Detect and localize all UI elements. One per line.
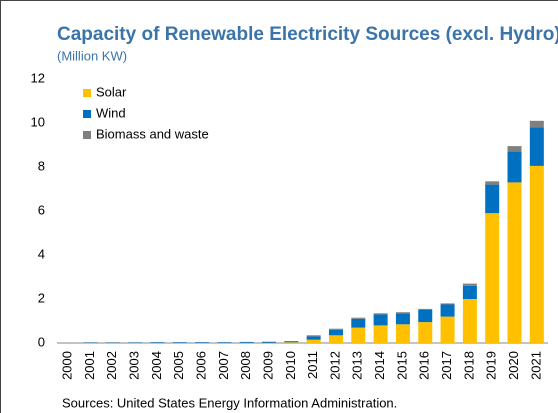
bar-segment bbox=[485, 184, 500, 214]
source-note: Sources: United States Energy Informatio… bbox=[62, 395, 397, 410]
bar-segment bbox=[395, 312, 410, 314]
x-tick-label: 2017 bbox=[439, 351, 454, 380]
bar-segment bbox=[239, 342, 254, 343]
bar-segment bbox=[373, 313, 388, 315]
x-tick-label: 2010 bbox=[283, 351, 298, 380]
bar-segment bbox=[395, 313, 410, 325]
x-tick-label: 2016 bbox=[417, 351, 432, 380]
x-tick-label: 2015 bbox=[394, 351, 409, 380]
x-tick-label: 2021 bbox=[528, 351, 543, 380]
y-tick-label: 10 bbox=[31, 114, 45, 129]
x-tick-label: 2001 bbox=[82, 351, 97, 380]
chart-subtitle: (Million KW) bbox=[57, 48, 127, 63]
bar-segment bbox=[328, 335, 343, 343]
bar-segment bbox=[462, 285, 477, 299]
bar-segment bbox=[462, 283, 477, 286]
x-tick-label: 2000 bbox=[60, 351, 75, 380]
x-tick-label: 2012 bbox=[327, 351, 342, 380]
bar-segment bbox=[529, 127, 544, 166]
bar-segment bbox=[418, 308, 433, 310]
x-tick-label: 2005 bbox=[171, 351, 186, 380]
x-tick-label: 2009 bbox=[260, 351, 275, 380]
bar-segment bbox=[172, 342, 187, 343]
x-tick-label: 2004 bbox=[149, 351, 164, 380]
bar-segment bbox=[373, 314, 388, 326]
x-tick-label: 2019 bbox=[484, 351, 499, 380]
bar-segment bbox=[373, 325, 388, 343]
legend-swatch bbox=[83, 89, 91, 97]
x-tick-label: 2013 bbox=[350, 351, 365, 380]
bar-segment bbox=[328, 328, 343, 330]
legend-swatch bbox=[83, 110, 91, 118]
bar-segment bbox=[284, 342, 299, 343]
bar-segment bbox=[306, 335, 321, 337]
bar-segment bbox=[262, 341, 277, 343]
legend-swatch bbox=[83, 131, 91, 139]
bar-segment bbox=[440, 304, 455, 317]
bar-segment bbox=[440, 316, 455, 343]
bar-segment bbox=[507, 182, 522, 343]
bar-segment bbox=[351, 327, 366, 343]
bar-segment bbox=[150, 342, 165, 343]
bar-segment bbox=[351, 318, 366, 328]
bar-segment bbox=[507, 151, 522, 183]
x-tick-label: 2020 bbox=[506, 351, 521, 380]
y-tick-label: 12 bbox=[31, 70, 45, 85]
x-tick-label: 2018 bbox=[461, 351, 476, 380]
bar-segment bbox=[328, 329, 343, 336]
x-tick-label: 2011 bbox=[305, 351, 320, 379]
bar-segment bbox=[306, 339, 321, 343]
y-tick-label: 8 bbox=[38, 158, 45, 173]
bar-segment bbox=[529, 120, 544, 128]
bar-segment bbox=[418, 310, 433, 323]
y-tick-label: 4 bbox=[38, 246, 45, 261]
x-tick-label: 2014 bbox=[372, 351, 387, 380]
y-tick-label: 6 bbox=[38, 202, 45, 217]
legend-label: Biomass and waste bbox=[96, 126, 209, 141]
bar-segment bbox=[507, 146, 522, 152]
x-tick-label: 2008 bbox=[238, 351, 253, 380]
bar-segment bbox=[485, 213, 500, 343]
bar-segment bbox=[306, 336, 321, 340]
bar-segment bbox=[440, 303, 455, 305]
bar-segment bbox=[395, 324, 410, 343]
bar-segment bbox=[195, 342, 210, 343]
bar-segment bbox=[485, 181, 500, 185]
bar-segment bbox=[529, 165, 544, 343]
bar-segment bbox=[462, 299, 477, 343]
y-tick-label: 0 bbox=[38, 334, 45, 349]
bar-segment bbox=[418, 322, 433, 343]
bar-segment bbox=[351, 317, 366, 319]
y-tick-label: 2 bbox=[38, 290, 45, 305]
bar-segment bbox=[284, 341, 299, 343]
bar-segment bbox=[217, 342, 232, 343]
legend-label: Wind bbox=[96, 105, 126, 120]
x-tick-label: 2003 bbox=[127, 351, 142, 380]
x-tick-label: 2007 bbox=[216, 351, 231, 380]
chart-title: Capacity of Renewable Electricity Source… bbox=[57, 24, 558, 45]
x-tick-label: 2006 bbox=[194, 351, 209, 380]
x-tick-label: 2002 bbox=[104, 351, 119, 380]
legend-label: Solar bbox=[96, 84, 127, 99]
